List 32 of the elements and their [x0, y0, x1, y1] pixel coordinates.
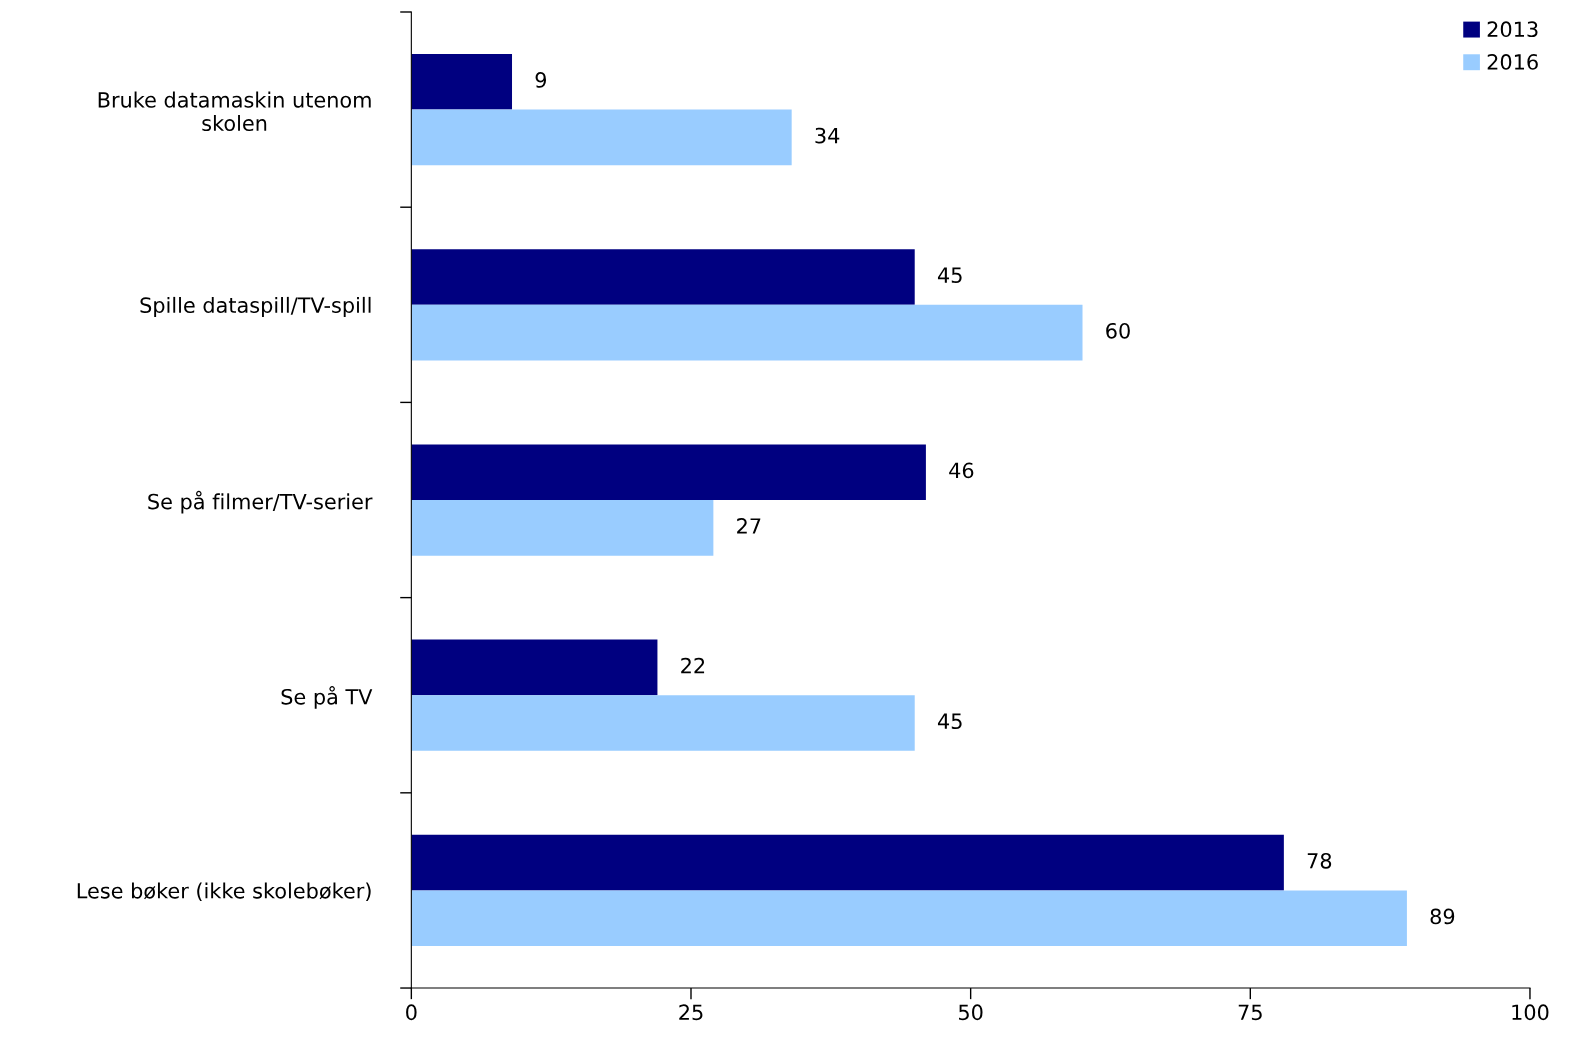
data-label: 45: [937, 713, 962, 730]
data-label: 9: [535, 72, 547, 88]
bar: [411, 53, 513, 110]
x-tick-label: 75: [1238, 1004, 1262, 1021]
bar: [411, 639, 658, 696]
bar: [411, 890, 1407, 947]
y-tick-label: Se på TV: [281, 686, 373, 709]
x-tick-label: 100: [1512, 1004, 1549, 1021]
data-label: 34: [815, 127, 840, 144]
y-tick-label: Lese bøker (ikke skolebøker): [77, 882, 371, 902]
legend-label: 2016: [1487, 54, 1538, 70]
legend-label: 2013: [1487, 21, 1538, 38]
data-label: 27: [737, 518, 761, 534]
x-tick-label: 25: [679, 1004, 703, 1021]
data-label: 22: [681, 657, 705, 674]
y-tick-label: Bruke datamaskin utenom skolen: [98, 91, 371, 132]
data-label: 46: [949, 462, 974, 479]
bar: [411, 304, 1083, 361]
bar: [411, 249, 915, 305]
x-tick-label: 0: [406, 1004, 417, 1021]
bar: [411, 500, 714, 556]
bar: [411, 444, 926, 501]
x-tick-label: 50: [959, 1004, 983, 1021]
y-tick-label: Spille dataspill/TV-spill: [140, 296, 371, 318]
data-label: 89: [1430, 908, 1455, 925]
data-label: 78: [1307, 852, 1332, 869]
data-label: 45: [937, 267, 962, 284]
y-tick-label: Se på filmer/TV-serier: [148, 490, 373, 514]
bar: [411, 834, 1284, 891]
bar: [411, 109, 792, 166]
data-label: 60: [1106, 322, 1130, 339]
bar: [411, 695, 915, 751]
